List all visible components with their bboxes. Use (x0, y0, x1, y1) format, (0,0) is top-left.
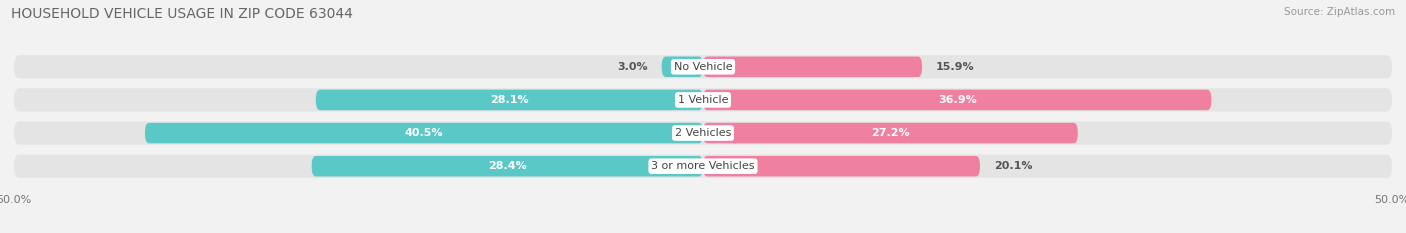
Text: Source: ZipAtlas.com: Source: ZipAtlas.com (1284, 7, 1395, 17)
Text: 27.2%: 27.2% (872, 128, 910, 138)
FancyBboxPatch shape (14, 155, 1392, 178)
Text: 3 or more Vehicles: 3 or more Vehicles (651, 161, 755, 171)
Text: 20.1%: 20.1% (994, 161, 1032, 171)
Text: 40.5%: 40.5% (405, 128, 443, 138)
FancyBboxPatch shape (14, 55, 1392, 78)
Text: 2 Vehicles: 2 Vehicles (675, 128, 731, 138)
Text: 36.9%: 36.9% (938, 95, 977, 105)
FancyBboxPatch shape (14, 88, 1392, 112)
FancyBboxPatch shape (703, 123, 1078, 143)
Text: No Vehicle: No Vehicle (673, 62, 733, 72)
FancyBboxPatch shape (703, 156, 980, 176)
Text: 28.1%: 28.1% (491, 95, 529, 105)
Text: HOUSEHOLD VEHICLE USAGE IN ZIP CODE 63044: HOUSEHOLD VEHICLE USAGE IN ZIP CODE 6304… (11, 7, 353, 21)
Text: 3.0%: 3.0% (617, 62, 648, 72)
FancyBboxPatch shape (312, 156, 703, 176)
FancyBboxPatch shape (662, 57, 703, 77)
Text: 1 Vehicle: 1 Vehicle (678, 95, 728, 105)
FancyBboxPatch shape (14, 121, 1392, 145)
FancyBboxPatch shape (703, 57, 922, 77)
Text: 15.9%: 15.9% (936, 62, 974, 72)
FancyBboxPatch shape (145, 123, 703, 143)
FancyBboxPatch shape (703, 90, 1212, 110)
FancyBboxPatch shape (316, 90, 703, 110)
Text: 28.4%: 28.4% (488, 161, 527, 171)
